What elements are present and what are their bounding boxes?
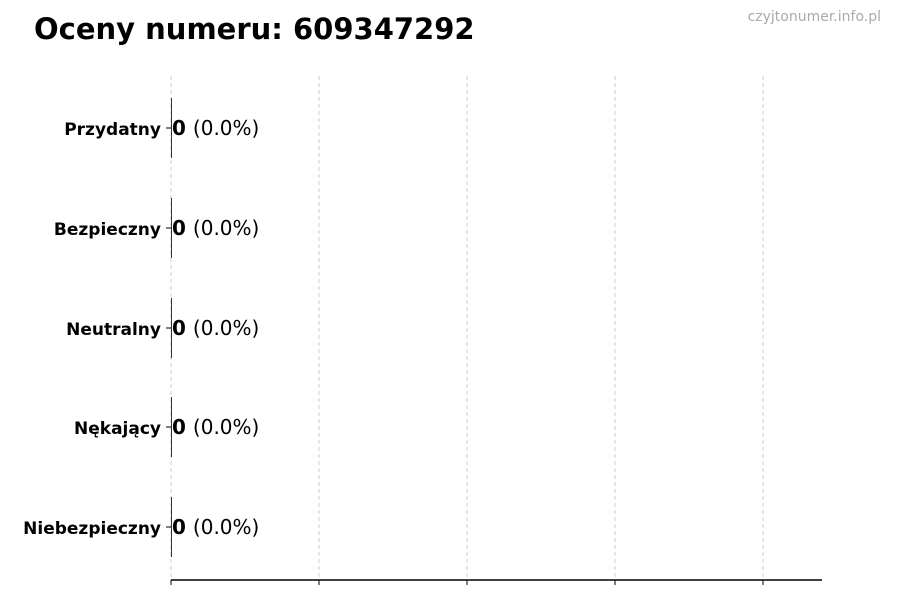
value-percent: (0.0%) (193, 216, 259, 240)
value-count: 0 (172, 216, 186, 240)
value-label: 0 (0.0%) (172, 415, 259, 439)
chart-title: Oceny numeru: 609347292 (34, 12, 475, 46)
value-label: 0 (0.0%) (172, 316, 259, 340)
value-label: 0 (0.0%) (172, 116, 259, 140)
value-count: 0 (172, 116, 186, 140)
value-label: 0 (0.0%) (172, 515, 259, 539)
category-label: Bezpieczny (54, 220, 161, 240)
category-label: Nękający (74, 419, 161, 439)
bar (171, 397, 172, 457)
value-count: 0 (172, 316, 186, 340)
category-label: Neutralny (66, 320, 161, 340)
value-percent: (0.0%) (193, 415, 259, 439)
bar (171, 98, 172, 158)
watermark: czyjtonumer.info.pl (747, 9, 881, 25)
category-label: Niebezpieczny (23, 519, 161, 539)
value-percent: (0.0%) (193, 515, 259, 539)
value-count: 0 (172, 415, 186, 439)
value-percent: (0.0%) (193, 116, 259, 140)
bar (171, 298, 172, 358)
bar (171, 497, 172, 557)
value-count: 0 (172, 515, 186, 539)
value-label: 0 (0.0%) (172, 216, 259, 240)
value-percent: (0.0%) (193, 316, 259, 340)
category-label: Przydatny (64, 120, 161, 140)
bar (171, 198, 172, 258)
